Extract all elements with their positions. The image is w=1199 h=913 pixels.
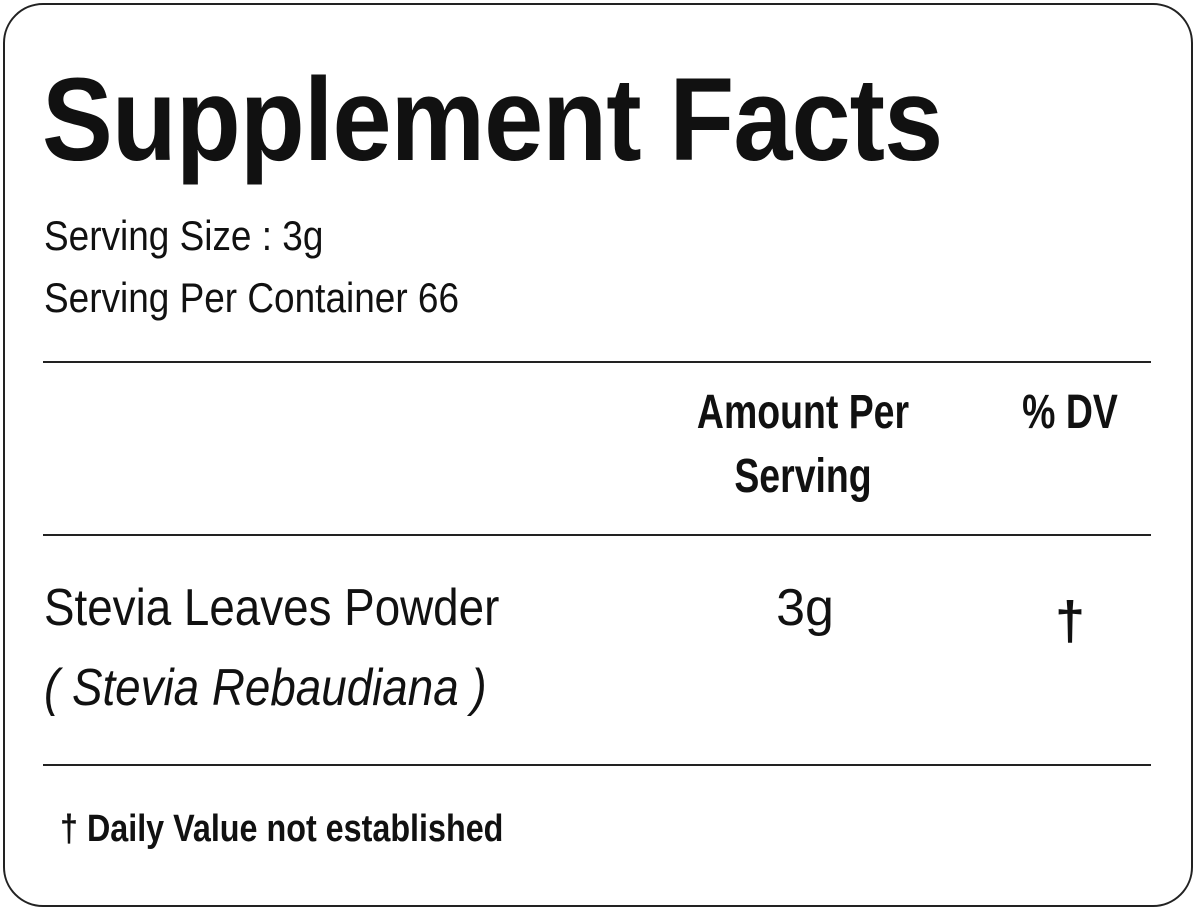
ingredient-amount: 3g: [776, 579, 834, 637]
header-amount-line1: Amount Per: [696, 386, 910, 439]
divider: [43, 361, 1151, 363]
footnote: † Daily Value not established: [60, 808, 504, 850]
serving-size: Serving Size : 3g: [44, 212, 324, 259]
divider: [43, 764, 1151, 766]
header-dv: % DV: [1022, 386, 1118, 439]
divider: [43, 534, 1151, 536]
ingredient-latin-name: ( Stevia Rebaudiana ): [44, 659, 487, 717]
header-amount: Amount Per Serving: [686, 381, 920, 509]
label-border: [3, 3, 1193, 907]
servings-per-container: Serving Per Container 66: [44, 274, 460, 321]
label-title: Supplement Facts: [42, 54, 943, 186]
ingredient-name: Stevia Leaves Powder: [44, 579, 500, 637]
header-amount-line2: Serving: [734, 450, 872, 503]
ingredient-dv: †: [1054, 591, 1086, 651]
